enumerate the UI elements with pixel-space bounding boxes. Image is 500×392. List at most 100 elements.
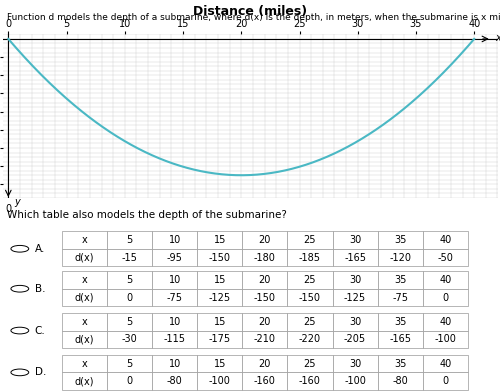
Text: Function d models the depth of a submarine, where d(x) is the depth, in meters, : Function d models the depth of a submari… — [8, 13, 500, 22]
Bar — [107, 330, 152, 348]
Text: -150: -150 — [209, 252, 231, 263]
Text: 30: 30 — [349, 359, 361, 368]
Bar — [288, 231, 333, 249]
Text: x: x — [82, 317, 87, 327]
Bar — [107, 313, 152, 330]
Text: 0: 0 — [442, 292, 448, 303]
Text: -160: -160 — [299, 376, 321, 386]
Bar — [152, 313, 197, 330]
Text: D.: D. — [34, 367, 46, 377]
Text: 5: 5 — [126, 275, 132, 285]
Text: 30: 30 — [349, 235, 361, 245]
Bar — [288, 330, 333, 348]
Bar — [332, 249, 378, 267]
Text: 30: 30 — [349, 317, 361, 327]
Bar — [422, 231, 468, 249]
Bar — [62, 249, 107, 267]
Text: 30: 30 — [349, 275, 361, 285]
Text: 10: 10 — [168, 317, 181, 327]
Text: C.: C. — [34, 326, 46, 336]
Bar — [378, 355, 422, 372]
Bar — [197, 355, 242, 372]
Bar — [62, 231, 107, 249]
Bar — [107, 271, 152, 289]
Bar — [288, 355, 333, 372]
Text: d(x): d(x) — [74, 292, 94, 303]
Text: -50: -50 — [438, 252, 453, 263]
Text: A.: A. — [34, 244, 45, 254]
Bar — [332, 330, 378, 348]
Text: -100: -100 — [209, 376, 231, 386]
Text: 40: 40 — [439, 359, 452, 368]
Text: 40: 40 — [439, 235, 452, 245]
Bar — [62, 372, 107, 390]
Text: -180: -180 — [254, 252, 276, 263]
Bar — [62, 330, 107, 348]
Text: 25: 25 — [304, 275, 316, 285]
Text: 0: 0 — [442, 376, 448, 386]
Bar — [107, 249, 152, 267]
Bar — [378, 289, 422, 307]
Bar — [288, 249, 333, 267]
Text: -80: -80 — [167, 376, 182, 386]
Bar — [378, 249, 422, 267]
Text: 35: 35 — [394, 275, 406, 285]
Bar — [332, 231, 378, 249]
Text: -185: -185 — [299, 252, 321, 263]
Text: 35: 35 — [394, 317, 406, 327]
Title: Distance (miles): Distance (miles) — [193, 5, 307, 18]
Text: 35: 35 — [394, 359, 406, 368]
Bar — [288, 313, 333, 330]
Text: -30: -30 — [122, 334, 138, 345]
Text: 10: 10 — [168, 235, 181, 245]
Bar — [152, 271, 197, 289]
Bar — [422, 249, 468, 267]
Text: x: x — [82, 275, 87, 285]
Text: 20: 20 — [258, 235, 271, 245]
Bar — [288, 271, 333, 289]
Bar — [197, 313, 242, 330]
Text: 10: 10 — [168, 275, 181, 285]
Text: -15: -15 — [122, 252, 138, 263]
Text: 25: 25 — [304, 235, 316, 245]
Text: d(x): d(x) — [74, 334, 94, 345]
Text: -165: -165 — [389, 334, 411, 345]
Bar — [288, 289, 333, 307]
Bar — [332, 271, 378, 289]
Text: x: x — [82, 235, 87, 245]
Text: -80: -80 — [392, 376, 408, 386]
Bar — [152, 330, 197, 348]
Text: -95: -95 — [166, 252, 182, 263]
Text: 15: 15 — [214, 317, 226, 327]
Text: 15: 15 — [214, 359, 226, 368]
Bar — [242, 289, 288, 307]
Bar — [197, 271, 242, 289]
Bar — [152, 249, 197, 267]
Text: 35: 35 — [394, 235, 406, 245]
Bar — [152, 231, 197, 249]
Text: -150: -150 — [254, 292, 276, 303]
Text: 0: 0 — [126, 292, 132, 303]
Bar — [422, 330, 468, 348]
Bar — [197, 249, 242, 267]
Text: -120: -120 — [389, 252, 411, 263]
Text: 20: 20 — [258, 359, 271, 368]
Bar — [62, 355, 107, 372]
Text: -125: -125 — [208, 292, 231, 303]
Bar — [197, 231, 242, 249]
Text: 5: 5 — [126, 317, 132, 327]
Text: -205: -205 — [344, 334, 366, 345]
Bar — [152, 355, 197, 372]
Text: -150: -150 — [299, 292, 321, 303]
Text: -210: -210 — [254, 334, 276, 345]
Bar — [422, 271, 468, 289]
Bar — [422, 289, 468, 307]
Bar — [62, 313, 107, 330]
Text: 20: 20 — [258, 317, 271, 327]
Bar — [332, 313, 378, 330]
Bar — [378, 372, 422, 390]
Text: x: x — [82, 359, 87, 368]
Text: -75: -75 — [392, 292, 408, 303]
Bar — [107, 355, 152, 372]
Bar — [378, 231, 422, 249]
